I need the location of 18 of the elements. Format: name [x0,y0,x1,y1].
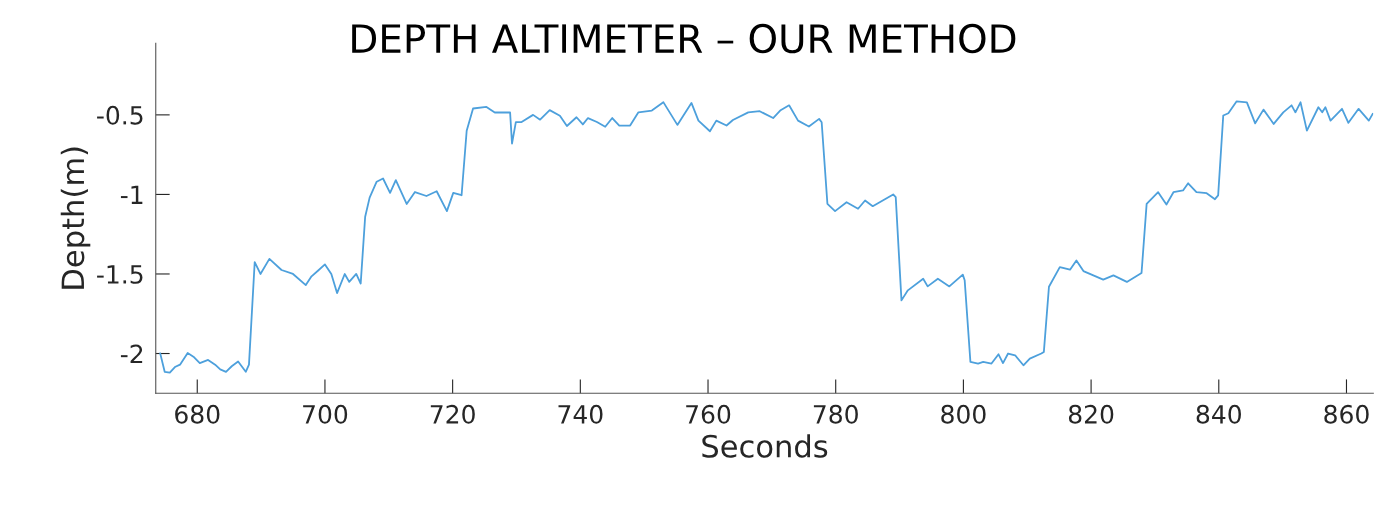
x-tick-label: 780 [813,404,858,424]
y-axis-title: Depth(m) [60,147,91,289]
x-tick-label: 720 [430,404,475,424]
x-tick-label: 700 [303,404,348,424]
chart-title: DEPTH ALTIMETER – OUR METHOD [352,23,1016,54]
x-tick-label: 740 [558,404,603,424]
x-tick-label: 820 [1068,404,1114,424]
x-tick-label: 840 [1196,404,1241,424]
y-tick-label: -1.5 [97,265,143,284]
x-tick-label: 680 [175,404,220,424]
x-tick-label: 760 [686,404,731,424]
y-tick-label: -2 [120,344,143,364]
x-tick-label: 860 [1324,404,1369,424]
x-axis-title: Seconds [702,434,828,458]
x-tick-label: 800 [941,404,986,424]
y-tick-label: -1 [120,185,143,204]
y-tick-label: -0.5 [97,105,143,125]
line-series [159,100,1374,374]
